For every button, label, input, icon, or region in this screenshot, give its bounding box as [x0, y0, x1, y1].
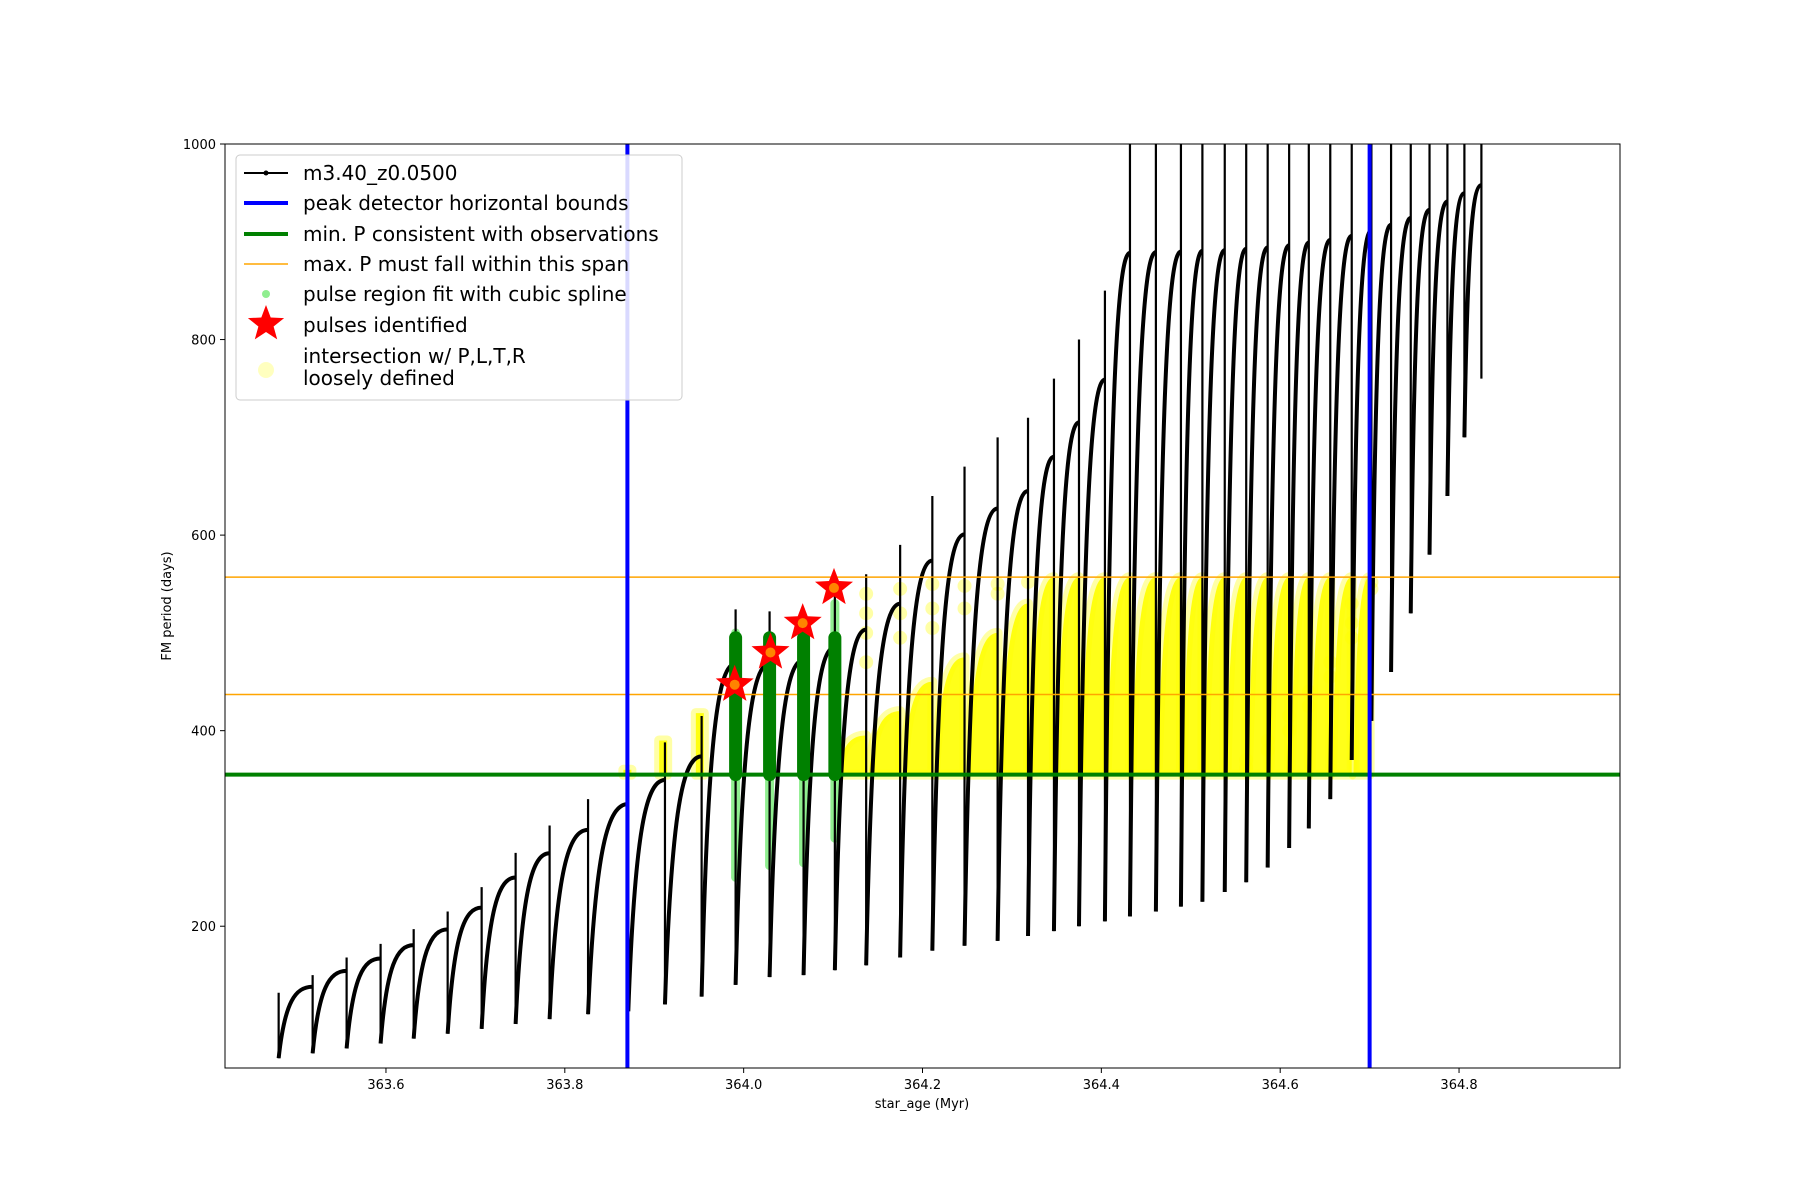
model-track-arc: [1127, 250, 1157, 917]
model-track-arc: [930, 532, 965, 951]
model-track-arc: [1389, 215, 1412, 673]
y-axis-ticks: 200 400 600 800 1000: [183, 138, 225, 935]
model-track-arc: [445, 905, 482, 1034]
reference-hlines-layer: [225, 576, 1620, 777]
legend-box: [235, 154, 683, 401]
legend-swatch-model-track-marker: [263, 170, 269, 176]
legend-label-intersection: intersection w/ P,L,T,R loosely defined: [303, 344, 532, 390]
model-track-arc: [547, 827, 589, 1020]
model-track-layer: [276, 144, 1483, 1059]
model-track-arc: [898, 558, 933, 958]
y-tick-label: 200: [191, 920, 216, 935]
model-track-arc: [662, 754, 702, 1005]
legend-swatch-spline: [262, 290, 270, 298]
model-track-arc: [1051, 420, 1080, 932]
model-track-arc: [344, 956, 381, 1049]
model-track-arc: [276, 984, 313, 1059]
pulse-identified-center: [828, 582, 839, 593]
x-tick-label: 364.8: [1440, 1078, 1477, 1093]
model-track-arc: [864, 601, 901, 966]
pulse-identified-center: [765, 647, 776, 658]
model-track-arc: [1102, 250, 1131, 922]
x-tick-label: 364.6: [1262, 1078, 1299, 1093]
legend: m3.40_z0.0500 peak detector horizontal b…: [235, 154, 683, 401]
model-track-arc: [962, 506, 999, 946]
model-track-arc: [995, 489, 1029, 941]
model-track-arc: [1153, 249, 1182, 912]
y-tick-label: 400: [191, 725, 216, 740]
y-axis-label: FM period (days): [160, 551, 175, 660]
model-track-arc: [1349, 228, 1373, 761]
x-tick-label: 363.8: [546, 1078, 583, 1093]
legend-label-intersection-line2: loosely defined: [303, 366, 455, 390]
model-track-arc: [1222, 246, 1248, 893]
x-tick-label: 364.2: [904, 1078, 941, 1093]
x-axis-label: star_age (Myr): [875, 1097, 969, 1112]
legend-label-pulses-identified: pulses identified: [303, 313, 468, 337]
legend-label-min-p: min. P consistent with observations: [303, 222, 659, 246]
model-track-arc: [1328, 233, 1353, 800]
x-tick-label: 363.6: [367, 1078, 404, 1093]
legend-swatch-intersection: [258, 362, 274, 378]
model-track-arc: [832, 627, 867, 971]
x-tick-label: 364.4: [1083, 1078, 1120, 1093]
model-track-arc: [1287, 240, 1310, 849]
pulse-identified-center: [797, 618, 808, 629]
model-track-arc: [1200, 248, 1226, 902]
model-track-arc: [586, 802, 629, 1015]
model-track-arc: [310, 968, 347, 1054]
model-track-arc: [1076, 377, 1106, 927]
model-track-arc: [1427, 199, 1449, 555]
legend-label-model-track: m3.40_z0.0500: [303, 161, 458, 185]
model-track-arc: [1369, 222, 1392, 721]
legend-label-spline: pulse region fit with cubic spline: [303, 282, 627, 306]
y-tick-label: 800: [191, 334, 216, 349]
model-track-arc: [513, 851, 550, 1025]
model-track-arc: [411, 927, 448, 1039]
model-track-arc: [1026, 454, 1055, 937]
model-track-arc: [378, 943, 414, 1044]
pulse-identified-center: [729, 679, 740, 690]
model-track-arc: [1462, 183, 1483, 438]
x-axis-ticks: 363.6 363.8 364.0 364.2 364.4 364.6 364.8: [367, 1068, 1478, 1093]
model-track-arc: [626, 778, 666, 1012]
model-track-arc: [1178, 248, 1204, 907]
y-tick-label: 1000: [183, 138, 216, 153]
model-track-arc: [1244, 245, 1269, 883]
legend-swatch-pulses-identified: [247, 305, 285, 340]
model-track-arc: [1408, 207, 1431, 614]
y-tick-label: 600: [191, 529, 216, 544]
legend-label-intersection-line1: intersection w/ P,L,T,R: [303, 344, 526, 368]
model-track-arc: [1445, 191, 1466, 497]
model-track-arc: [1265, 243, 1290, 868]
model-track-arc: [479, 875, 516, 1029]
legend-label-peak-bounds: peak detector horizontal bounds: [303, 191, 629, 215]
x-tick-label: 364.0: [725, 1078, 762, 1093]
pulses-identified-layer: [715, 567, 853, 701]
model-track-arc: [1306, 237, 1332, 829]
legend-label-max-p: max. P must fall within this span: [303, 252, 629, 276]
